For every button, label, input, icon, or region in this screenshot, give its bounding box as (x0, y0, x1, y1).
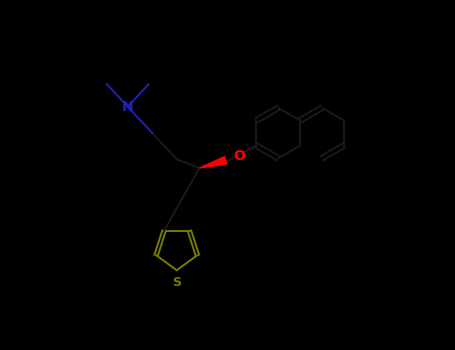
Text: O: O (233, 149, 245, 163)
Text: N: N (122, 100, 134, 114)
Text: S: S (172, 276, 181, 289)
Polygon shape (199, 156, 227, 168)
